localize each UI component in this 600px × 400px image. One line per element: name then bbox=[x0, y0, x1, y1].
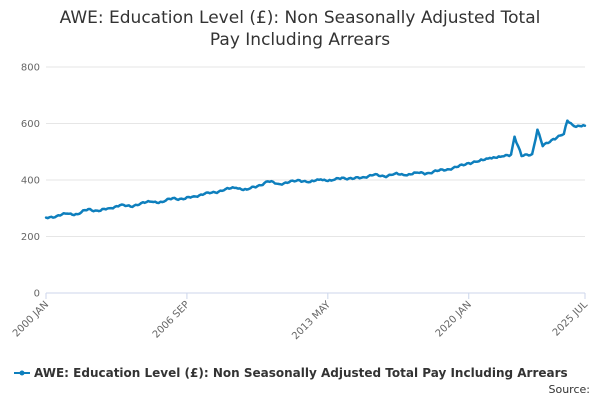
data-point[interactable] bbox=[150, 200, 153, 203]
data-point[interactable] bbox=[277, 182, 280, 186]
data-point[interactable] bbox=[97, 209, 101, 213]
data-point[interactable] bbox=[118, 203, 122, 207]
data-point[interactable] bbox=[192, 195, 196, 198]
data-point[interactable] bbox=[573, 125, 576, 128]
data-point[interactable] bbox=[478, 159, 481, 163]
data-point[interactable] bbox=[44, 216, 48, 219]
chart-title-line-2: Pay Including Arrears bbox=[210, 30, 390, 50]
y-tick-label: 600 bbox=[21, 119, 40, 130]
data-point[interactable] bbox=[566, 119, 569, 122]
series-layer bbox=[44, 119, 587, 220]
data-point[interactable] bbox=[76, 212, 79, 216]
x-tick-label: 2025 JUL bbox=[551, 299, 591, 339]
legend[interactable]: AWE: Education Level (£): Non Seasonally… bbox=[14, 366, 568, 380]
legend-series-label[interactable]: AWE: Education Level (£): Non Seasonally… bbox=[34, 366, 568, 380]
data-point[interactable] bbox=[213, 191, 217, 194]
data-point[interactable] bbox=[513, 135, 516, 138]
data-point[interactable] bbox=[456, 165, 460, 168]
y-tick-label: 400 bbox=[21, 176, 40, 187]
data-point[interactable] bbox=[393, 172, 396, 175]
data-point[interactable] bbox=[361, 175, 365, 179]
y-tick-label: 0 bbox=[34, 289, 40, 300]
data-point[interactable] bbox=[266, 180, 270, 183]
data-point[interactable] bbox=[382, 175, 386, 178]
data-point[interactable] bbox=[203, 192, 206, 196]
data-point[interactable] bbox=[404, 173, 407, 177]
y-tick-label: 200 bbox=[21, 232, 40, 243]
legend-dot-marker bbox=[19, 370, 25, 376]
x-tick-label: 2000 JAN bbox=[11, 299, 51, 339]
y-tick-label: 800 bbox=[21, 63, 40, 74]
data-point[interactable] bbox=[552, 137, 555, 141]
x-axis: 2000 JAN 2006 SEP 2013 MAY 2020 JAN 2025 JUL bbox=[11, 292, 591, 342]
data-point[interactable] bbox=[488, 156, 492, 160]
data-point[interactable] bbox=[583, 124, 587, 127]
data-point[interactable] bbox=[562, 132, 566, 136]
data-point[interactable] bbox=[171, 196, 175, 200]
data-point[interactable] bbox=[298, 179, 301, 182]
data-point[interactable] bbox=[541, 144, 544, 148]
series-line[interactable] bbox=[45, 119, 586, 220]
data-point[interactable] bbox=[425, 172, 428, 175]
data-point[interactable] bbox=[235, 186, 238, 190]
data-point[interactable] bbox=[340, 176, 344, 179]
data-point[interactable] bbox=[414, 171, 418, 174]
data-point[interactable] bbox=[55, 214, 58, 218]
data-point[interactable] bbox=[351, 177, 354, 181]
data-point[interactable] bbox=[536, 128, 539, 131]
data-point[interactable] bbox=[330, 179, 333, 182]
data-point[interactable] bbox=[161, 200, 164, 204]
data-point[interactable] bbox=[319, 178, 322, 181]
x-tick-label: 2013 MAY bbox=[290, 299, 333, 342]
data-point[interactable] bbox=[139, 201, 143, 205]
data-point[interactable] bbox=[87, 207, 90, 211]
data-point[interactable] bbox=[509, 153, 513, 156]
data-point[interactable] bbox=[287, 181, 291, 184]
x-tick-label: 2020 JAN bbox=[434, 299, 474, 339]
data-point[interactable] bbox=[256, 185, 259, 188]
data-point[interactable] bbox=[530, 152, 534, 156]
data-point[interactable] bbox=[520, 154, 523, 158]
data-point[interactable] bbox=[245, 188, 249, 191]
data-point[interactable] bbox=[129, 205, 132, 208]
data-point[interactable] bbox=[108, 207, 111, 210]
data-point[interactable] bbox=[182, 198, 185, 201]
data-point[interactable] bbox=[446, 168, 449, 171]
chart-title-line-1: AWE: Education Level (£): Non Seasonally… bbox=[60, 8, 541, 28]
data-point[interactable] bbox=[499, 155, 502, 159]
data-point[interactable] bbox=[467, 161, 470, 165]
y-axis-ticks: 0 200 400 600 800 bbox=[21, 63, 40, 300]
data-point[interactable] bbox=[435, 169, 439, 173]
x-tick-label: 2006 SEP bbox=[151, 299, 192, 340]
source-label: Source: bbox=[549, 383, 591, 396]
data-point[interactable] bbox=[372, 173, 375, 177]
data-point[interactable] bbox=[65, 212, 69, 215]
data-point[interactable] bbox=[224, 187, 227, 191]
data-point[interactable] bbox=[309, 180, 312, 184]
